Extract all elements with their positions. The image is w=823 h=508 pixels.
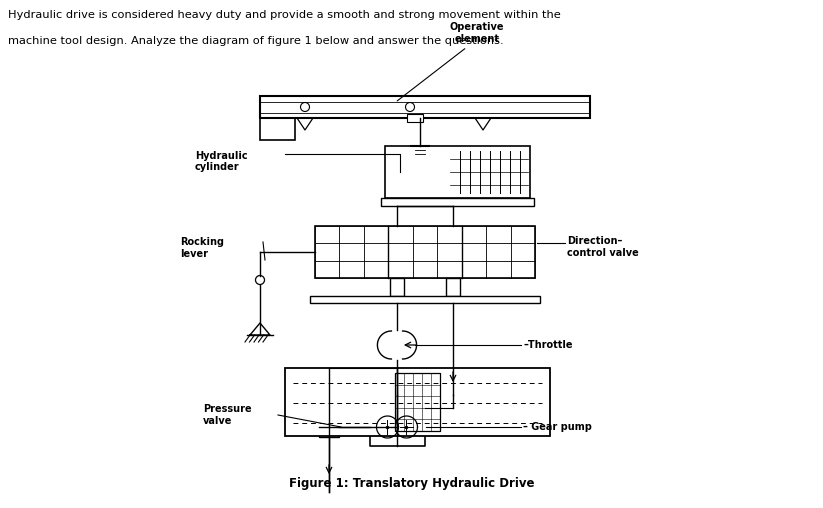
Bar [390,278,404,296]
Bar [315,261,339,278]
Text: Pressure
valve: Pressure valve [203,404,252,426]
Bar [260,118,295,140]
Bar [364,261,388,278]
Bar [315,226,339,243]
Bar [339,261,364,278]
Bar [510,243,535,261]
Text: Rocking
lever: Rocking lever [180,237,224,259]
Bar [339,243,364,261]
Bar [437,226,462,243]
Text: Hydraulic
cylinder: Hydraulic cylinder [195,150,248,172]
Bar [315,226,535,278]
Text: Direction–
control valve: Direction– control valve [567,236,639,258]
Bar [462,243,486,261]
Bar [437,261,462,278]
Bar [486,226,510,243]
Bar [510,226,535,243]
Bar [260,96,590,118]
Text: machine tool design. Analyze the diagram of figure 1 below and answer the questi: machine tool design. Analyze the diagram… [8,36,504,46]
Bar [413,226,437,243]
Bar [370,408,425,446]
Bar [388,243,413,261]
Text: – Gear pump: – Gear pump [523,422,592,432]
Bar [381,198,534,206]
Bar [315,243,339,261]
Bar [339,226,364,243]
Text: Hydraulic drive is considered heavy duty and provide a smooth and strong movemen: Hydraulic drive is considered heavy duty… [8,10,560,20]
Bar [388,226,413,243]
Bar [446,278,460,296]
Bar [310,296,540,303]
Bar [437,243,462,261]
Bar [388,261,413,278]
Bar [413,261,437,278]
Bar [364,243,388,261]
Text: Figure 1: Translatory Hydraulic Drive: Figure 1: Translatory Hydraulic Drive [289,477,535,490]
Bar [486,243,510,261]
Bar [462,226,486,243]
Bar [395,373,440,431]
Bar [413,243,437,261]
Bar [385,146,530,198]
Bar [319,417,339,437]
Bar [510,261,535,278]
Bar [364,226,388,243]
Bar [285,368,550,436]
Bar [486,261,510,278]
Text: –Throttle: –Throttle [523,340,573,350]
Bar [462,261,486,278]
Bar [407,114,423,122]
Text: Operative
element: Operative element [449,22,504,44]
